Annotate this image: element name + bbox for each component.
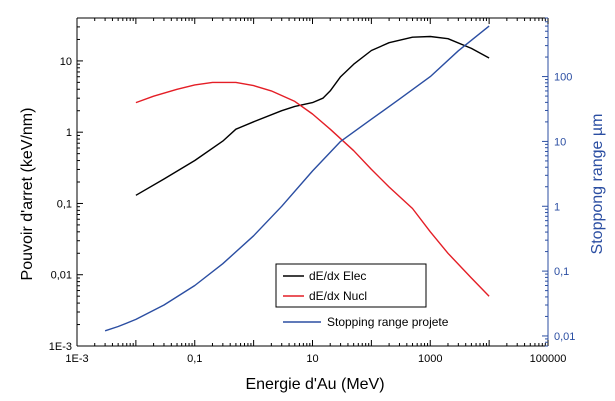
x-tick-label: 100000 bbox=[530, 353, 567, 365]
y2-tick-label: 0,01 bbox=[554, 331, 575, 343]
y-tick-label: 0,01 bbox=[51, 270, 72, 282]
legend-nucl-label: dE/dx Nucl bbox=[309, 289, 367, 303]
x-tick-label: 10 bbox=[306, 353, 318, 365]
x-tick-label: 0,1 bbox=[187, 353, 202, 365]
y-tick-label: 1E-3 bbox=[49, 341, 72, 353]
y-tick-label: 10 bbox=[60, 56, 72, 68]
series-line-nucl bbox=[135, 81, 490, 297]
legend: dE/dx Elec dE/dx Nucl Stopping range pro… bbox=[275, 263, 449, 329]
legend-elec-label: dE/dx Elec bbox=[309, 269, 366, 283]
y-tick-label: 0,1 bbox=[57, 198, 72, 210]
x-tick-label: 1E-3 bbox=[65, 353, 88, 365]
y2-tick-label: 1 bbox=[554, 201, 560, 213]
legend-box bbox=[275, 263, 427, 308]
x-tick-label: 1000 bbox=[418, 353, 442, 365]
y2-tick-label: 0,1 bbox=[554, 266, 569, 278]
series-line-range bbox=[104, 25, 490, 332]
y-axis-title: Pouvoir d'arret (keV/nm) bbox=[19, 108, 36, 281]
y2-tick-label: 100 bbox=[554, 72, 572, 84]
y2-axis-title: Stoppong range µm bbox=[589, 114, 606, 255]
series-line-elec bbox=[135, 35, 490, 196]
x-axis-title: Energie d'Au (MeV) bbox=[245, 376, 384, 393]
legend-range-label: Stopping range projete bbox=[327, 315, 449, 329]
y2-tick-label: 10 bbox=[554, 136, 566, 148]
y-tick-label: 1 bbox=[66, 127, 72, 139]
